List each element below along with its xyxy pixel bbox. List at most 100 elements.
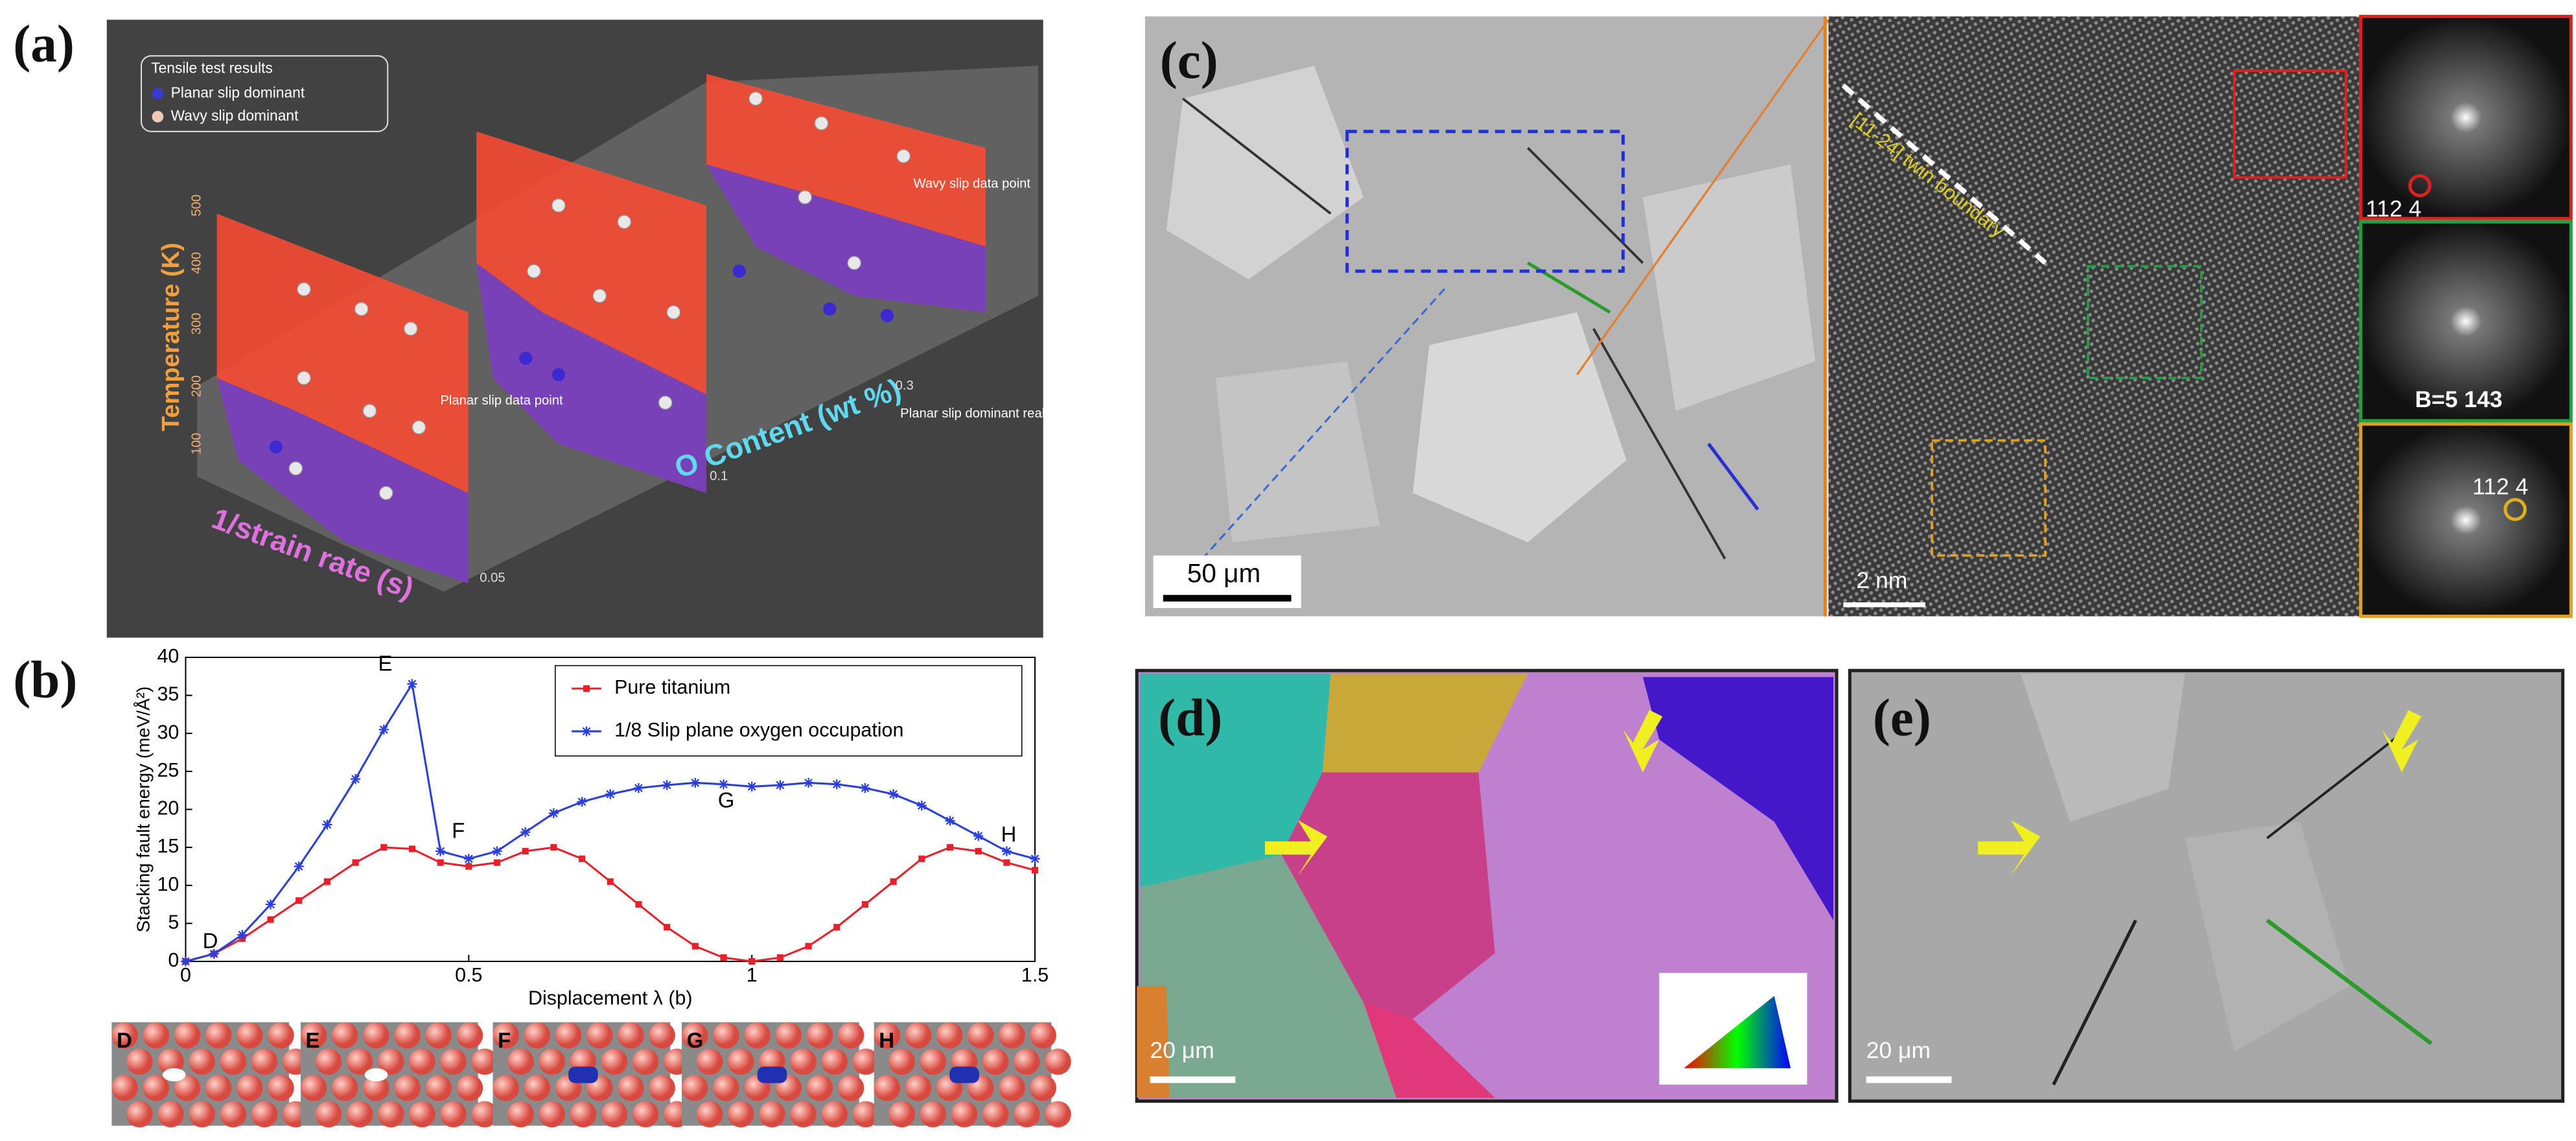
atom bbox=[555, 1022, 582, 1049]
scale-label: 50 μm bbox=[1187, 558, 1261, 588]
marker bbox=[380, 844, 388, 851]
atom bbox=[968, 1022, 994, 1049]
atom bbox=[143, 1074, 170, 1101]
atom bbox=[471, 1048, 498, 1075]
atom bbox=[874, 1074, 901, 1101]
marker bbox=[607, 878, 614, 885]
atom bbox=[951, 1101, 978, 1128]
marker bbox=[605, 789, 616, 799]
y-tick-label: 30 bbox=[157, 721, 179, 743]
marker bbox=[860, 783, 870, 794]
scale-label: 20 μm bbox=[1866, 1037, 1931, 1063]
annotation: H bbox=[1001, 822, 1017, 846]
atom bbox=[852, 1048, 879, 1075]
atom bbox=[220, 1048, 247, 1075]
atom bbox=[837, 1074, 864, 1101]
marker bbox=[267, 916, 274, 923]
marker bbox=[831, 779, 842, 790]
marker bbox=[662, 780, 672, 790]
marker bbox=[775, 780, 785, 790]
inset-label: H bbox=[879, 1028, 894, 1052]
atom bbox=[682, 1074, 708, 1101]
inset bbox=[493, 1022, 690, 1128]
marker bbox=[890, 878, 897, 885]
marker bbox=[265, 899, 276, 910]
atom bbox=[205, 1074, 232, 1101]
data-point bbox=[378, 486, 393, 500]
atom bbox=[852, 1101, 879, 1128]
marker bbox=[493, 859, 501, 866]
data-point bbox=[617, 215, 632, 229]
marker bbox=[720, 954, 727, 961]
insets bbox=[111, 1022, 1071, 1128]
marker bbox=[973, 830, 984, 841]
legend-marker bbox=[581, 726, 592, 736]
atom bbox=[632, 1101, 659, 1128]
annotation: Planar slip data point bbox=[440, 394, 563, 408]
atom bbox=[524, 1074, 551, 1101]
annotation: Wavy slip data point bbox=[913, 176, 1030, 191]
marker bbox=[465, 863, 472, 870]
atom bbox=[601, 1101, 628, 1128]
atom bbox=[1014, 1048, 1040, 1075]
atom bbox=[440, 1101, 467, 1128]
atom bbox=[920, 1101, 947, 1128]
legend-box bbox=[555, 665, 1023, 757]
atom bbox=[157, 1101, 184, 1128]
marker bbox=[1001, 846, 1012, 856]
tick-label: 500 bbox=[190, 194, 204, 217]
atom bbox=[126, 1048, 153, 1075]
data-point bbox=[666, 305, 681, 320]
oxygen bbox=[568, 1066, 598, 1083]
atom bbox=[507, 1101, 534, 1128]
figure-body: (a) (b) (c) (d) (e) Tensile test results Plana… bbox=[13, 15, 2573, 1128]
atom bbox=[744, 1022, 771, 1049]
atom bbox=[790, 1101, 817, 1128]
atom bbox=[713, 1022, 739, 1049]
atom bbox=[999, 1074, 1025, 1101]
y-axis-label: Stacking fault energy (meV/Å²) bbox=[133, 687, 153, 933]
annotation: Planar slip dominant realm bbox=[900, 406, 1056, 421]
atom bbox=[728, 1048, 754, 1075]
atom bbox=[471, 1101, 498, 1128]
marker bbox=[180, 956, 191, 967]
marker bbox=[945, 816, 955, 826]
marker bbox=[352, 859, 359, 866]
marker bbox=[437, 859, 444, 866]
marker bbox=[522, 847, 529, 855]
x-tick-label: 0 bbox=[180, 964, 191, 986]
atom bbox=[493, 1022, 520, 1049]
atom bbox=[346, 1048, 373, 1075]
atom bbox=[300, 1074, 327, 1101]
inset-label: G bbox=[687, 1028, 704, 1052]
oxygen bbox=[949, 1066, 979, 1083]
atom bbox=[157, 1048, 184, 1075]
data-point bbox=[896, 149, 911, 163]
atom bbox=[205, 1022, 232, 1049]
atom bbox=[775, 1022, 802, 1049]
vacancy bbox=[162, 1068, 186, 1082]
marker bbox=[803, 777, 814, 788]
data-point bbox=[297, 282, 311, 296]
atom bbox=[982, 1048, 1009, 1075]
atom bbox=[507, 1048, 534, 1075]
atom bbox=[251, 1048, 278, 1075]
atom bbox=[539, 1101, 566, 1128]
tick-label: 200 bbox=[190, 375, 204, 397]
atom bbox=[539, 1048, 566, 1075]
data-point bbox=[297, 371, 311, 385]
marker bbox=[378, 724, 389, 735]
atom bbox=[363, 1022, 389, 1049]
atom bbox=[315, 1101, 342, 1128]
inset-label: E bbox=[306, 1028, 320, 1052]
marker bbox=[690, 777, 701, 788]
y-tick-label: 0 bbox=[168, 949, 179, 971]
atom bbox=[268, 1022, 294, 1049]
atom bbox=[601, 1048, 628, 1075]
axis-label: Temperature (K) bbox=[157, 242, 185, 431]
atom bbox=[874, 1022, 901, 1049]
inset-label: D bbox=[117, 1028, 132, 1052]
marker bbox=[805, 943, 812, 950]
atom bbox=[237, 1022, 263, 1049]
